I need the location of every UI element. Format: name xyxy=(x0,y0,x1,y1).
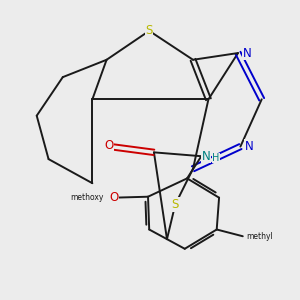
Text: methyl: methyl xyxy=(246,232,272,241)
Text: O: O xyxy=(104,139,113,152)
Text: S: S xyxy=(172,198,179,211)
Text: N: N xyxy=(202,150,211,163)
Text: N: N xyxy=(242,46,251,59)
Text: methoxy: methoxy xyxy=(70,193,103,202)
Text: H: H xyxy=(212,153,220,163)
Text: S: S xyxy=(146,24,153,38)
Text: O: O xyxy=(109,191,118,204)
Text: N: N xyxy=(245,140,254,153)
